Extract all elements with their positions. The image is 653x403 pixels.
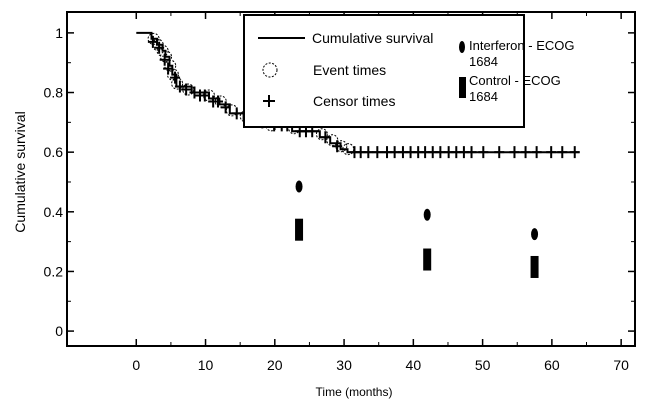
censor-time-marker [174,80,185,93]
legend-control-label-1: Control - ECOG [469,73,561,88]
censor-time-marker [220,101,231,114]
censor-time-marker [363,146,374,159]
censor-time-marker [478,146,489,159]
y-axis-ticks: 0 0.2 0.4 0.6 0.8 1 [44,25,635,339]
legend-interferon-label-2: 1684 [469,54,498,69]
event-time-marker [164,59,177,72]
event-time-marker [156,44,169,57]
y-tick-label: 0.8 [44,85,64,101]
legend-control-label-2: 1684 [469,89,498,104]
event-time-marker [315,128,328,141]
legend-box [243,14,525,128]
x-axis-label: Time (months) [316,385,393,399]
censor-time-marker [546,146,557,159]
legend-event-swatch [262,62,278,78]
y-axis-label: Cumulative survival [12,111,28,232]
censor-time-marker [531,146,542,159]
x-tick-label: 0 [132,357,140,373]
interferon-marker [531,228,539,241]
y-tick-label: 0.4 [44,204,64,220]
censor-time-marker [320,131,331,144]
x-axis-ticks: 0 10 20 30 40 50 60 70 [132,12,629,373]
censor-time-marker [231,107,242,120]
y-tick-label: 0.6 [44,144,64,160]
censor-time-marker [520,146,531,159]
x-tick-label: 60 [544,357,560,373]
legend-control-swatch [459,77,466,98]
legend-interferon-swatch [459,41,465,53]
censor-time-marker [147,35,158,48]
y-tick-label: 1 [55,25,63,41]
interferon-marker [295,180,303,193]
y-tick-label: 0 [55,323,63,339]
censor-time-marker [494,146,505,159]
legend: Cumulative survival Event times Censor t… [243,14,574,128]
censor-time-marker [557,146,568,159]
censor-time-marker [159,53,170,66]
legend-censor-swatch [263,95,275,107]
x-tick-label: 50 [475,357,491,373]
censor-time-marker [466,146,477,159]
control-marker [530,255,539,278]
y-tick-label: 0.2 [44,263,64,279]
censor-time-marker [163,62,174,75]
event-time-marker [160,50,173,63]
legend-line-label: Cumulative survival [312,30,433,46]
legend-censor-label: Censor times [313,93,395,109]
x-tick-label: 70 [613,357,629,373]
legend-event-label: Event times [313,62,386,78]
censor-time-marker [372,146,383,159]
censor-time-marker [170,71,181,84]
control-marker [295,218,304,241]
plot-border [66,11,636,347]
censor-time-marker [181,83,192,96]
plot-frame [66,11,636,347]
censor-time-marker [569,146,580,159]
censor-time-marker [189,86,200,99]
event-time-marker [335,140,348,153]
censor-time-marker [154,41,165,54]
control-marker [423,248,432,271]
x-tick-label: 30 [336,357,352,373]
censor-time-marker [332,140,343,153]
x-tick-label: 10 [198,357,214,373]
censor-time-marker [199,89,210,102]
interferon-marker [423,208,431,221]
x-tick-label: 20 [267,357,283,373]
legend-interferon-label-1: Interferon - ECOG [469,38,574,53]
x-tick-label: 40 [406,357,422,373]
censor-time-marker [509,146,520,159]
censor-time-marker [213,95,224,108]
